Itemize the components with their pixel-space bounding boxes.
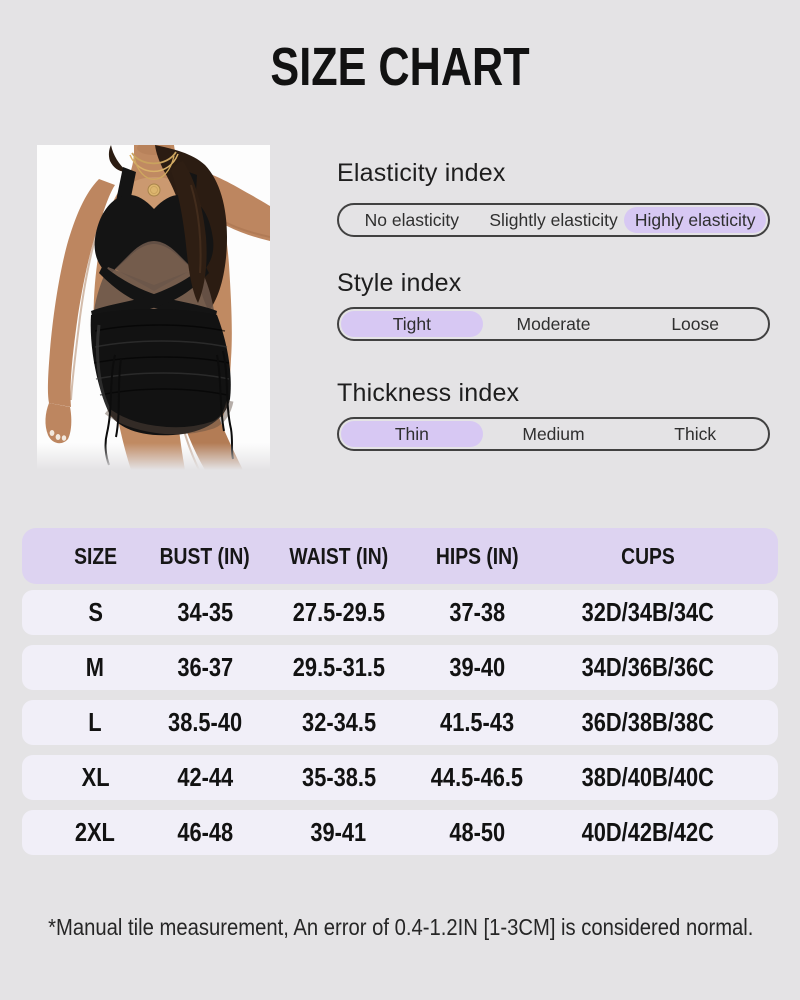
value-cell: 27.5-29.5 xyxy=(241,597,436,628)
index-option-label: Medium xyxy=(522,423,585,444)
index-option-label: Moderate xyxy=(516,313,591,334)
cell-value: 27.5-29.5 xyxy=(292,597,385,627)
cell-value: 29.5-31.5 xyxy=(292,652,385,682)
index-bar: Thin Medium Thick xyxy=(337,417,770,451)
index-title: Thickness index xyxy=(337,379,520,407)
value-cell: 37-38 xyxy=(436,597,518,628)
value-cell: 29.5-31.5 xyxy=(241,652,436,683)
cell-value: 32-34.5 xyxy=(301,707,376,737)
value-cell: 44.5-46.5 xyxy=(431,762,523,793)
cell-value: 37-38 xyxy=(449,597,506,627)
cell-value: 38D/40B/40C xyxy=(581,762,715,792)
index-title: Elasticity index xyxy=(337,159,506,187)
index-option-label: Tight xyxy=(392,313,431,334)
value-cell: 32-34.5 xyxy=(241,707,436,738)
value-cell: 35-38.5 xyxy=(241,762,436,793)
cell-value: 34D/36B/36C xyxy=(581,652,715,682)
cell-value: 34-35 xyxy=(177,597,233,627)
header-cell-label: CUPS xyxy=(621,542,675,569)
index-bar: No elasticity Slightly elasticity Highly e… xyxy=(337,203,770,237)
index-option: Thick xyxy=(624,421,766,447)
value-cell: 40D/42B/42C xyxy=(518,817,778,848)
cell-value: 38.5-40 xyxy=(167,707,242,737)
table-row: S 34-35 27.5-29.5 37-38 32D/34B/34C xyxy=(22,590,778,635)
index-option: Slightly elasticity xyxy=(483,207,625,233)
cell-value: 32D/34B/34C xyxy=(581,597,715,627)
cell-value: 36D/38B/38C xyxy=(581,707,715,737)
cell-value: 40D/42B/42C xyxy=(581,817,715,847)
value-cell: 32D/34B/34C xyxy=(518,597,778,628)
index-option-label: No elasticity xyxy=(364,209,459,230)
index-option: No elasticity xyxy=(341,207,483,233)
cell-value: 41.5-43 xyxy=(440,707,515,737)
table-header-row: SIZE BUST (IN) WAIST (IN) HIPS (IN) CUPS xyxy=(22,528,778,584)
cell-value: 39-40 xyxy=(449,652,506,682)
header-cell-label: BUST (IN) xyxy=(159,542,251,569)
index-option-label: Highly elasticity xyxy=(634,209,756,230)
cell-value: 36-37 xyxy=(177,652,233,682)
table-row: L 38.5-40 32-34.5 41.5-43 36D/38B/38C xyxy=(22,700,778,745)
table-row: M 36-37 29.5-31.5 39-40 34D/36B/36C xyxy=(22,645,778,690)
index-option-label: Slightly elasticity xyxy=(489,209,618,230)
table-body: S 34-35 27.5-29.5 37-38 32D/34B/34C M 36-37 29.… xyxy=(22,590,778,855)
size-cell: XL xyxy=(22,762,169,793)
header-cell: SIZE xyxy=(22,543,169,570)
index-title: Style index xyxy=(337,269,462,297)
size-cell: L xyxy=(22,707,169,738)
size-cell: M xyxy=(22,652,169,683)
header-cell-label: HIPS (IN) xyxy=(435,542,519,569)
header-cell-label: SIZE xyxy=(73,542,117,569)
value-cell: 48-50 xyxy=(436,817,518,848)
size-cell: 2XL xyxy=(22,817,169,848)
cell-value: 44.5-46.5 xyxy=(430,762,524,792)
value-cell: 34-35 xyxy=(169,597,242,628)
header-cell: WAIST (IN) xyxy=(241,543,436,570)
model-illustration xyxy=(37,145,270,470)
value-cell: 34D/36B/36C xyxy=(518,652,778,683)
value-cell: 39-40 xyxy=(436,652,518,683)
value-cell: 38.5-40 xyxy=(167,707,242,738)
header-cell: CUPS xyxy=(518,543,778,570)
value-cell: 42-44 xyxy=(169,762,242,793)
value-cell: 46-48 xyxy=(169,817,242,848)
index-option: Medium xyxy=(483,421,625,447)
index-option: Loose xyxy=(624,311,766,337)
value-cell: 38D/40B/40C xyxy=(518,762,778,793)
product-photo xyxy=(37,145,270,470)
value-cell: 41.5-43 xyxy=(436,707,518,738)
value-cell: 36D/38B/38C xyxy=(518,707,778,738)
table-row: 2XL 46-48 39-41 48-50 40D/42B/42C xyxy=(22,810,778,855)
index-option: Moderate xyxy=(483,311,625,337)
value-cell: 36-37 xyxy=(169,652,242,683)
table-row: XL 42-44 35-38.5 44.5-46.5 38D/40B/40C xyxy=(22,755,778,800)
index-option-selected: Thin xyxy=(341,421,483,447)
cell-value: 42-44 xyxy=(177,762,233,792)
value-cell: 39-41 xyxy=(241,817,436,848)
header-cell-label: WAIST (IN) xyxy=(289,542,389,569)
header-cell: BUST (IN) xyxy=(160,543,250,570)
index-option-label: Thick xyxy=(674,423,717,444)
index-panel: Elasticity index No elasticity Slightly el… xyxy=(337,0,770,520)
index-bar: Tight Moderate Loose xyxy=(337,307,770,341)
header-cell: HIPS (IN) xyxy=(435,542,519,570)
cell-value: 48-50 xyxy=(449,817,506,847)
size-cell: S xyxy=(22,597,169,628)
page-title: SIZE CHART xyxy=(270,37,530,97)
cell-value: L xyxy=(88,707,102,737)
index-option-selected: Tight xyxy=(341,311,483,337)
cell-value: 2XL xyxy=(75,817,116,847)
cell-value: 46-48 xyxy=(177,817,233,847)
cell-value: XL xyxy=(81,762,110,792)
index-option-selected: Highly elasticity xyxy=(624,207,767,233)
cell-value: 39-41 xyxy=(310,817,367,847)
cell-value: S xyxy=(88,597,103,627)
index-option-label: Loose xyxy=(671,313,720,334)
size-table: SIZE BUST (IN) WAIST (IN) HIPS (IN) CUPS S 34… xyxy=(22,528,778,855)
footnote: *Manual tile measurement, An error of 0.… xyxy=(48,914,754,940)
index-option-label: Thin xyxy=(394,423,429,444)
cell-value: 35-38.5 xyxy=(301,762,376,792)
cell-value: M xyxy=(86,652,105,682)
